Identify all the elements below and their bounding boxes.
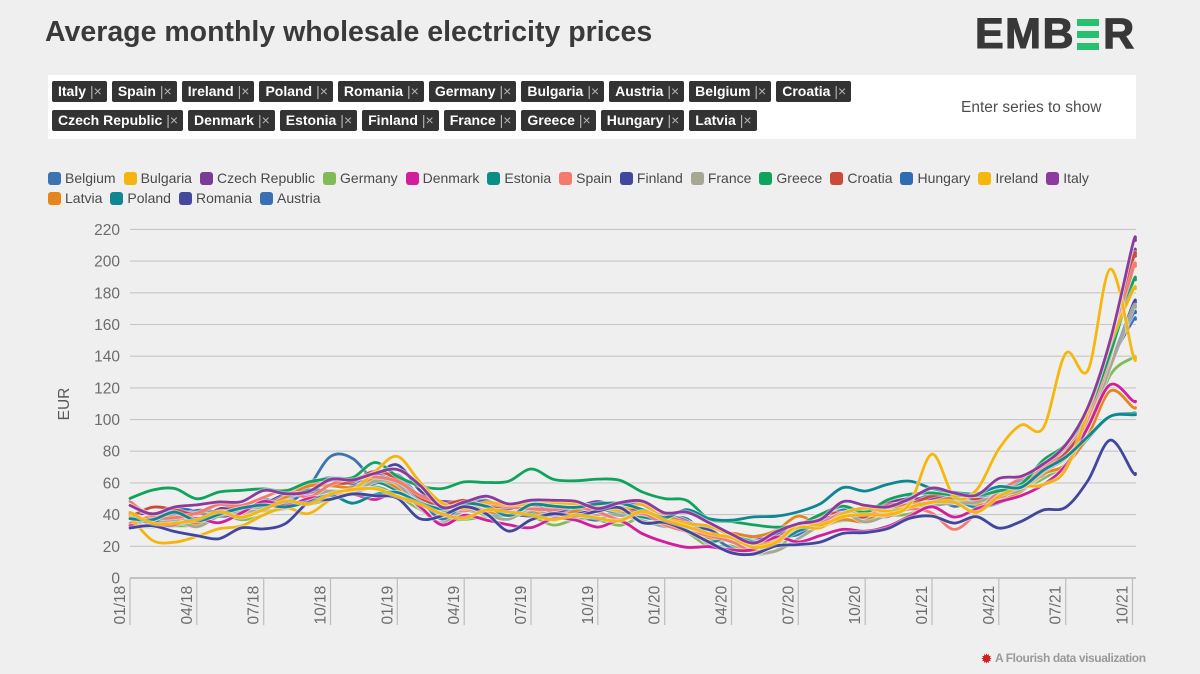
svg-text:01/21: 01/21 [914, 586, 931, 625]
svg-text:07/18: 07/18 [246, 586, 263, 625]
svg-text:220: 220 [94, 222, 120, 239]
svg-text:10/19: 10/19 [580, 586, 597, 625]
svg-text:04/21: 04/21 [981, 586, 998, 625]
svg-text:200: 200 [94, 254, 120, 271]
svg-text:10/18: 10/18 [313, 586, 330, 625]
svg-text:140: 140 [94, 349, 120, 366]
svg-text:04/18: 04/18 [179, 586, 196, 625]
svg-text:100: 100 [94, 412, 120, 429]
svg-text:04/19: 04/19 [446, 586, 463, 625]
svg-text:20: 20 [103, 539, 121, 556]
svg-text:07/20: 07/20 [780, 585, 797, 624]
svg-text:01/18: 01/18 [112, 586, 129, 625]
svg-text:01/19: 01/19 [379, 586, 396, 625]
svg-text:01/20: 01/20 [647, 585, 664, 624]
svg-text:10/21: 10/21 [1115, 586, 1132, 625]
svg-text:120: 120 [94, 380, 120, 397]
svg-text:160: 160 [94, 317, 120, 334]
svg-text:40: 40 [103, 507, 121, 524]
svg-text:07/19: 07/19 [513, 586, 530, 625]
svg-text:EUR: EUR [56, 388, 73, 421]
svg-text:10/20: 10/20 [847, 585, 864, 624]
svg-text:0: 0 [111, 571, 120, 588]
svg-text:04/20: 04/20 [714, 585, 731, 624]
svg-text:60: 60 [103, 475, 121, 492]
svg-text:180: 180 [94, 285, 120, 302]
svg-text:80: 80 [103, 444, 121, 461]
svg-text:07/21: 07/21 [1048, 586, 1065, 625]
